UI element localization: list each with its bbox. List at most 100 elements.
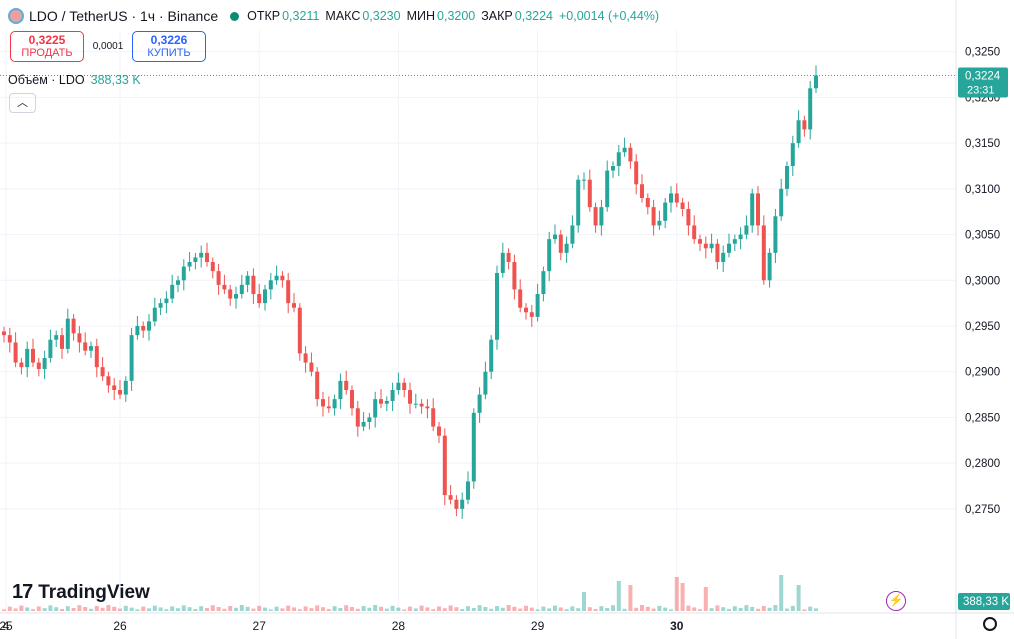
volume-bar: [25, 607, 30, 611]
volume-bar: [686, 605, 691, 611]
volume-bar: [802, 609, 807, 611]
volume-bar: [738, 608, 743, 611]
volume-bar: [767, 607, 772, 611]
volume-bar: [309, 608, 314, 611]
change-value: +0,0014 (+0,44%): [559, 9, 660, 23]
volume-bar: [350, 607, 354, 611]
candle-body: [512, 262, 517, 290]
candle-body: [616, 152, 621, 166]
candle-body: [210, 262, 215, 272]
candle-body: [582, 179, 586, 181]
candle-body: [344, 380, 349, 390]
volume-bar: [744, 605, 749, 611]
flash-icon[interactable]: ⚡: [886, 591, 906, 611]
volume-bar: [7, 606, 12, 611]
candle-body: [257, 294, 262, 304]
volume-bar: [234, 607, 238, 611]
volume-bar: [645, 606, 650, 611]
volume-bar: [77, 605, 82, 611]
candle-body: [495, 272, 499, 340]
volume-bar: [60, 609, 64, 611]
volume-bar: [332, 606, 337, 611]
volume-bar: [152, 605, 157, 611]
candle-body: [251, 275, 256, 294]
volume-bar: [419, 605, 424, 611]
sell-button[interactable]: 0,3225 ПРОДАТЬ: [10, 31, 84, 62]
candle-body: [141, 326, 146, 331]
candle-body: [454, 499, 459, 509]
candle-body: [123, 380, 128, 395]
candle-body: [767, 252, 772, 281]
candle-body: [738, 234, 743, 240]
symbol-title[interactable]: LDO / TetherUS · 1ч · Binance: [29, 8, 219, 24]
time-tick-label: 27: [253, 619, 267, 633]
buy-button[interactable]: 0,3226 КУПИТЬ: [132, 31, 206, 62]
volume-bar: [541, 606, 546, 611]
candle-body: [750, 193, 755, 226]
collapse-button[interactable]: ︿: [9, 93, 36, 113]
candle-body: [48, 339, 53, 358]
volume-bar: [692, 607, 697, 611]
price-tick-label: 0,3250: [965, 47, 1000, 59]
candle-body: [355, 408, 360, 427]
volume-bar: [500, 607, 505, 611]
candle-body: [437, 426, 441, 436]
volume-bar: [611, 605, 615, 611]
volume-bar: [193, 609, 198, 611]
candle-body: [570, 225, 575, 244]
high-label: МАКС: [325, 9, 361, 23]
candle-body: [164, 298, 169, 304]
candle-body: [193, 257, 198, 262]
volume-bar: [94, 606, 99, 611]
candle-body: [796, 120, 801, 144]
volume-bar: [100, 607, 105, 611]
volume-bar: [48, 605, 53, 611]
volume-bar: [634, 607, 639, 611]
volume-bar: [564, 609, 569, 611]
volume-bar: [466, 606, 470, 611]
volume-bar: [709, 608, 714, 611]
candle-body: [19, 362, 24, 368]
settings-gear-icon[interactable]: [983, 617, 997, 631]
volume-bar: [727, 609, 731, 611]
volume-bar: [355, 608, 360, 611]
tradingview-logo[interactable]: ⁠17 TradingView: [12, 581, 150, 604]
volume-bar: [779, 575, 784, 611]
candle-body: [576, 179, 581, 226]
candle-body: [535, 294, 540, 317]
candle-body: [477, 394, 482, 413]
candle-body: [13, 342, 18, 363]
volume-bar: [599, 606, 604, 611]
volume-bar: [408, 606, 412, 611]
volume-bar: [553, 605, 557, 611]
candle-body: [222, 284, 227, 290]
candle-body: [326, 406, 331, 409]
candle-body: [471, 412, 476, 482]
volume-bar: [576, 608, 581, 611]
candle-body: [152, 307, 157, 322]
volume-bar: [257, 605, 262, 611]
volume-bar: [164, 609, 169, 611]
spread-value: 0,0001: [92, 41, 124, 52]
volume-bar: [808, 606, 813, 611]
chart-header: LDO / TetherUS · 1ч · Binance ОТКР 0,3211…: [8, 6, 663, 26]
volume-bar: [431, 609, 436, 611]
candle-body: [460, 499, 465, 509]
volume-bar: [616, 581, 621, 611]
low-label: МИН: [406, 9, 436, 23]
volume-bar: [605, 608, 610, 611]
candle-body: [425, 406, 430, 409]
volume-bar: [158, 607, 163, 611]
candle-body: [338, 380, 343, 400]
price-tick-label: 0,2950: [965, 321, 1000, 333]
candle-body: [790, 143, 795, 166]
candle-body: [274, 275, 279, 281]
candle-body: [65, 318, 70, 349]
price-tick-label: 0,3150: [965, 138, 1000, 150]
candle-body: [199, 252, 204, 258]
volume-value: 388,33 K: [90, 73, 141, 87]
volume-bar: [31, 609, 35, 611]
open-value: 0,3211: [282, 9, 320, 23]
candle-body: [611, 166, 615, 171]
